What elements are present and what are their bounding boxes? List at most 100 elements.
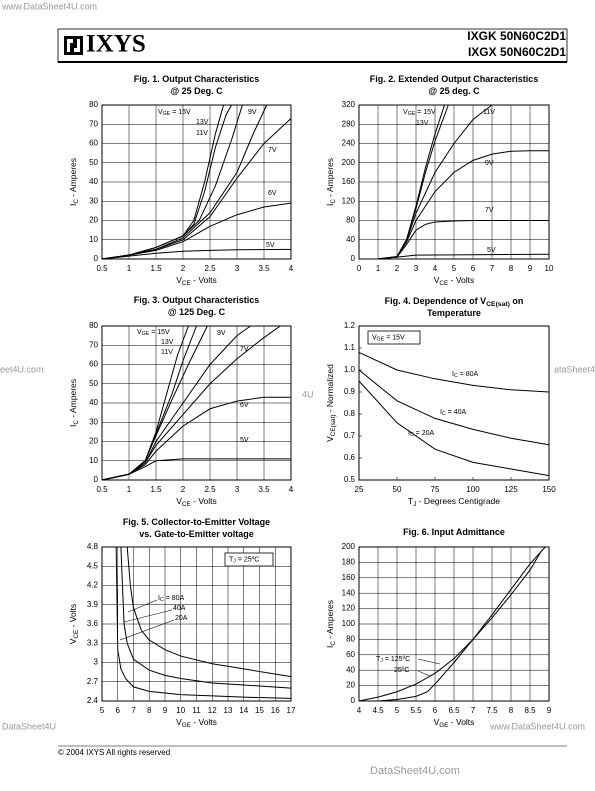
y-tick-label: 100	[342, 619, 356, 628]
x-tick-label: 2	[181, 485, 186, 494]
y-tick-label: 20	[89, 437, 98, 446]
series-name: 9V	[485, 160, 494, 167]
series-name: 9V	[217, 330, 226, 337]
watermark: www.DataSheet4U.com	[489, 721, 585, 731]
plot-frame	[101, 104, 292, 260]
y-tick-label: 20	[346, 681, 355, 690]
text-part: - Volts	[68, 604, 78, 630]
x-tick-label: 2	[395, 264, 400, 273]
text-part: - Volts	[191, 496, 217, 506]
watermark: DataSheet4U	[2, 721, 56, 731]
text-part: V	[325, 436, 335, 442]
box-label: TJ = 25ºC	[229, 556, 259, 565]
curve-label: 25ºC	[394, 667, 409, 674]
series-name: 6V	[240, 402, 249, 409]
text-part: I	[68, 425, 78, 427]
text-part: - Normalized	[325, 364, 335, 415]
chart-title: Fig. 5. Collector-to-Emitter Voltage	[123, 517, 270, 527]
subscript: CE(sat)	[330, 415, 337, 437]
x-tick-label: 8	[509, 264, 514, 273]
text-part: on	[510, 296, 524, 306]
curve	[358, 369, 550, 446]
x-tick-label: 6	[471, 264, 476, 273]
subscript: C	[330, 641, 337, 646]
plot-frame	[358, 546, 550, 702]
subscript: J	[233, 559, 236, 565]
series-name: 15V	[423, 109, 436, 116]
annotation-box	[367, 330, 421, 345]
text-part: @ 25 Deg. C	[170, 86, 223, 96]
text-part: Fig. 5. Collector-to-Emitter Voltage	[123, 517, 270, 527]
series-name: 6V	[268, 190, 277, 197]
curve	[101, 202, 292, 260]
x-tick-label: 5.5	[410, 706, 422, 715]
y-axis-label: IC - Amperes	[325, 600, 336, 648]
text-part: I	[440, 409, 442, 416]
watermark: eet4U.com	[0, 364, 44, 374]
text-part: V	[434, 717, 440, 727]
y-tick-label: 0	[94, 254, 99, 263]
curve-label: IC = 40A	[440, 409, 467, 418]
subscript: GE	[142, 331, 150, 337]
y-tick-label: 3.6	[87, 619, 99, 628]
curve	[377, 253, 550, 260]
x-tick-label: 9	[547, 706, 552, 715]
x-tick-label: 12	[208, 706, 217, 715]
curve-label: IC = 80A	[452, 371, 479, 380]
x-tick-label: 1.5	[150, 485, 162, 494]
x-tick-label: 4	[289, 485, 294, 494]
series-name: 125ºC	[391, 656, 410, 663]
text-part: I	[68, 204, 78, 206]
subscript: J	[413, 501, 416, 508]
curve-label: IC = 20A	[408, 430, 435, 439]
text-part: - Degrees Centigrade	[416, 496, 500, 506]
curve	[101, 248, 292, 260]
text-part: =	[170, 109, 178, 116]
chart-title: vs. Gate-to-Emitter voltage	[139, 529, 254, 539]
x-tick-label: 5	[452, 264, 457, 273]
text-part: T	[408, 496, 413, 506]
curve-label: 6V	[240, 402, 249, 409]
text-part: - Amperes	[325, 158, 335, 199]
y-tick-label: 40	[89, 177, 98, 186]
y-tick-label: 40	[346, 665, 355, 674]
x-tick-label: 5	[100, 706, 105, 715]
chart: Fig. 3. Output Characteristics @ 125 Deg.…	[68, 295, 294, 507]
x-tick-label: 7	[131, 706, 136, 715]
x-axis-label: VCE - Volts	[176, 496, 217, 507]
x-tick-label: 9	[163, 706, 168, 715]
curve	[120, 546, 292, 689]
leader-line	[417, 670, 431, 677]
x-tick-label: 8	[147, 706, 152, 715]
y-tick-label: 0	[351, 696, 356, 705]
x-tick-label: 11	[192, 706, 201, 715]
subscript: J	[380, 658, 383, 664]
y-tick-label: 70	[89, 119, 98, 128]
subscript: GE	[377, 337, 385, 343]
subscript: C	[410, 432, 414, 438]
x-tick-label: 8.5	[524, 706, 536, 715]
curve-label: 11V	[161, 349, 173, 356]
subscript: CE	[73, 630, 80, 639]
chart-title: @ 25 deg. C	[428, 86, 480, 96]
subscript: C	[454, 373, 458, 379]
series-name: 20A	[175, 615, 188, 622]
y-tick-label: 40	[346, 235, 355, 244]
x-tick-label: 50	[393, 485, 402, 494]
curve-label: 7V	[240, 346, 249, 353]
y-tick-label: 80	[346, 216, 355, 225]
watermark: 4U	[302, 389, 314, 399]
y-tick-label: 180	[342, 558, 356, 567]
subscript: CE	[439, 280, 448, 287]
y-tick-label: 240	[342, 139, 356, 148]
x-axis-label: VCE - Volts	[434, 275, 475, 286]
chart: Fig. 2. Extended Output Characteristics @…	[325, 74, 554, 286]
series-name: 5V	[240, 437, 249, 444]
y-tick-label: 0	[351, 254, 356, 263]
x-tick-label: 75	[431, 485, 440, 494]
x-tick-label: 1	[127, 264, 132, 273]
y-axis-label: VCE(sat) - Normalized	[325, 364, 336, 442]
text-part: V	[434, 275, 440, 285]
chart-title: Temperature	[427, 308, 481, 318]
